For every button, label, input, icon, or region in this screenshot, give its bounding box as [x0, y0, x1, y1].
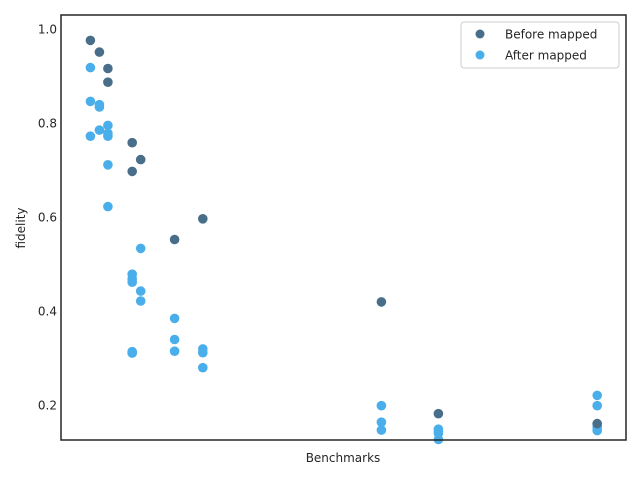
legend-box [460, 21, 620, 69]
point-after-mapped [376, 417, 387, 428]
y-tick-label: 1.0 [38, 23, 57, 37]
point-after-mapped [376, 425, 387, 435]
point-after-mapped [94, 125, 105, 135]
point-after-mapped [169, 313, 180, 324]
point-after-mapped [85, 96, 96, 107]
legend-label-before-mapped: Before mapped [505, 28, 597, 42]
point-after-mapped [135, 243, 146, 254]
y-axis-ticks: 0.2 0.4 0.6 0.8 1.0 [38, 23, 57, 413]
y-axis-label: fidelity [14, 207, 28, 248]
point-before-mapped [135, 154, 146, 165]
x-axis-label: Benchmarks [306, 451, 381, 465]
point-after-mapped [85, 62, 96, 73]
y-tick-label: 0.4 [38, 304, 57, 318]
point-after-mapped [169, 334, 180, 345]
point-before-mapped [433, 408, 444, 419]
point-after-mapped [94, 102, 105, 112]
point-after-mapped [198, 362, 208, 373]
point-before-mapped [169, 234, 180, 245]
point-before-mapped [94, 47, 105, 57]
plot-area [61, 15, 626, 440]
point-after-mapped [103, 131, 113, 141]
point-after-mapped [85, 131, 96, 141]
point-before-mapped [198, 214, 208, 224]
point-before-mapped [376, 297, 387, 307]
point-after-mapped [135, 286, 146, 296]
point-after-mapped [127, 348, 137, 358]
point-after-mapped [592, 400, 602, 411]
point-before-mapped [103, 63, 113, 74]
point-after-mapped [103, 201, 113, 212]
point-before-mapped [592, 418, 602, 429]
point-after-mapped [135, 296, 146, 306]
y-tick-label: 0.6 [38, 210, 57, 224]
y-tick-label: 0.8 [38, 117, 57, 131]
legend-marker-after-mapped [475, 50, 485, 60]
legend-marker-before-mapped [475, 29, 485, 39]
point-after-mapped [127, 277, 137, 288]
point-after-mapped [103, 160, 113, 170]
point-after-mapped [103, 120, 113, 131]
point-after-mapped [169, 346, 180, 357]
data-points [85, 35, 602, 445]
y-tick-label: 0.2 [38, 398, 57, 412]
point-before-mapped [103, 77, 113, 87]
point-after-mapped [376, 400, 387, 411]
plot-frame [60, 14, 627, 441]
point-after-mapped [592, 425, 602, 436]
point-before-mapped [85, 35, 96, 46]
point-before-mapped [127, 137, 137, 148]
point-after-mapped [592, 390, 602, 401]
legend-label-after-mapped: After mapped [505, 49, 587, 63]
point-after-mapped [198, 347, 208, 358]
point-before-mapped [127, 166, 137, 177]
legend: Before mapped After mapped [460, 21, 620, 69]
